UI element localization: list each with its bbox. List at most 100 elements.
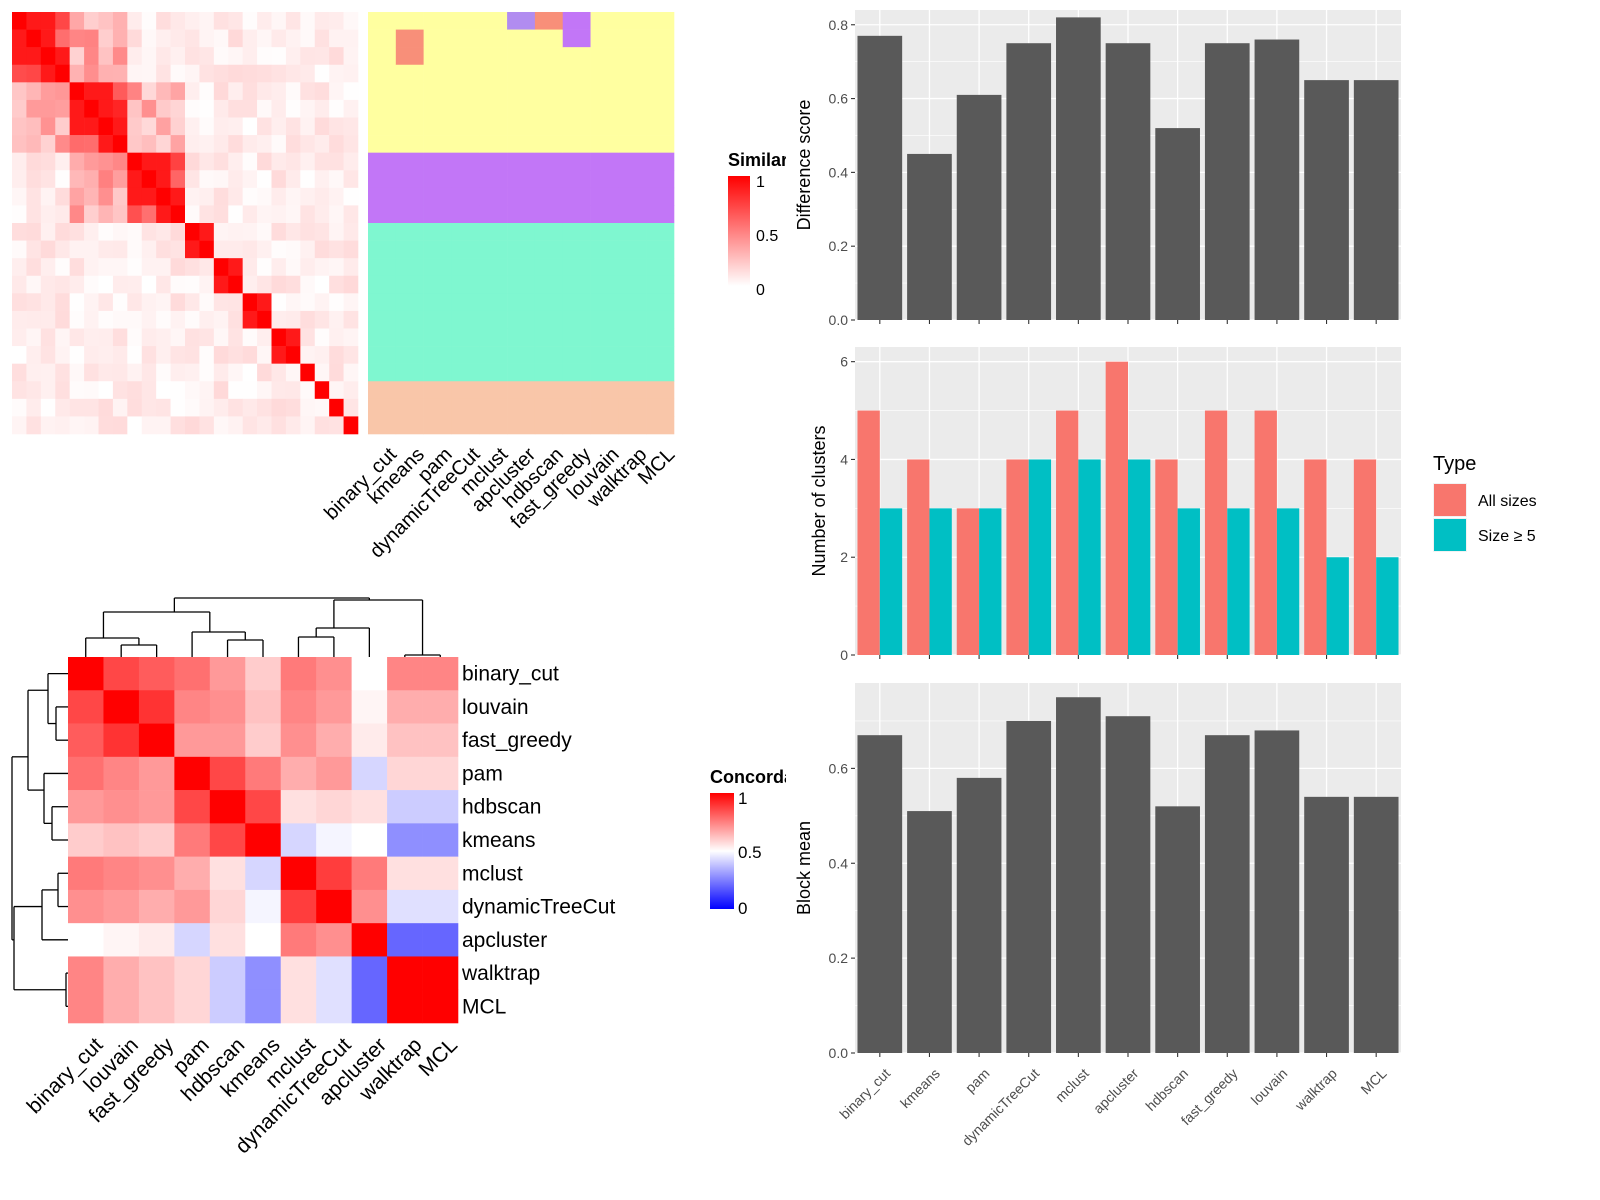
cluster-cell — [395, 205, 424, 224]
cluster-cell — [368, 328, 397, 347]
similarity-cell — [213, 187, 229, 206]
similarity-cell — [127, 12, 143, 30]
similarity-cell — [228, 205, 243, 224]
similarity-cell — [199, 170, 215, 189]
concordance-cell — [316, 923, 352, 957]
similarity-cell — [213, 152, 229, 171]
similarity-cell — [127, 240, 143, 259]
similarity-cell — [185, 381, 200, 400]
cluster-cell — [423, 170, 452, 189]
similarity-cell — [141, 363, 157, 382]
concordance-cell — [387, 923, 423, 957]
cluster-cell — [534, 310, 564, 329]
cluster-cell — [562, 363, 591, 382]
concordance-cell — [138, 723, 175, 758]
similarity-cell — [170, 12, 186, 30]
cluster-cell — [507, 363, 536, 382]
similarity-cell — [199, 416, 215, 435]
cluster-cell — [423, 99, 452, 118]
cluster-cell — [590, 99, 619, 118]
similarity-cell — [127, 205, 143, 224]
cluster-cell — [479, 363, 508, 382]
concordance-cell — [138, 690, 175, 724]
similarity-cell — [300, 293, 316, 312]
similarity-cell — [112, 205, 128, 224]
similarity-cell — [69, 205, 85, 224]
cluster-cell — [451, 152, 480, 171]
concordance-legend-bar — [710, 793, 734, 909]
cluster-cell — [646, 117, 675, 136]
cluster-cell — [590, 363, 619, 382]
bar-size — [879, 508, 903, 655]
similarity-cell — [343, 82, 359, 101]
similarity-cell — [271, 363, 287, 382]
similarity-cell — [84, 135, 99, 153]
cluster-cell — [395, 135, 424, 153]
similarity-cell — [98, 187, 114, 206]
cluster-cell — [451, 310, 480, 329]
concordance-cell — [174, 856, 211, 891]
concordance-cell — [174, 690, 211, 724]
concordance-cell — [103, 956, 140, 991]
cluster-cell — [479, 64, 508, 83]
similarity-cell — [40, 99, 56, 118]
cluster-cell — [618, 64, 647, 83]
similarity-cell — [55, 240, 70, 259]
similarity-cell — [185, 363, 200, 382]
cluster-cell — [562, 152, 591, 171]
similarity-cell — [156, 47, 171, 66]
similarity-cell — [69, 328, 85, 347]
similarity-cell — [112, 29, 128, 48]
similarity-cell — [69, 346, 85, 364]
similarity-cell — [199, 205, 215, 224]
similarity-cell — [170, 135, 186, 153]
similarity-cell — [98, 381, 114, 400]
similarity-cell — [170, 310, 186, 329]
cluster-cell — [507, 346, 536, 364]
similarity-cell — [127, 117, 143, 136]
cluster-cell — [395, 381, 424, 400]
cluster-cell — [479, 240, 508, 259]
cluster-cell — [618, 416, 647, 435]
cluster-cell — [479, 135, 508, 153]
similarity-cell — [69, 152, 85, 171]
cluster-cell — [562, 275, 591, 294]
similarity-cell — [98, 240, 114, 259]
similarity-cell — [12, 117, 27, 136]
similarity-cell — [242, 275, 258, 294]
similarity-cell — [40, 29, 56, 48]
concordance-cell — [316, 856, 352, 891]
cluster-cell — [507, 187, 536, 206]
similarity-cell — [213, 47, 229, 66]
bar-size — [1376, 557, 1399, 655]
cluster-cell — [451, 47, 480, 66]
similarity-cell — [228, 240, 243, 259]
concordance-cell — [387, 856, 423, 891]
concordance-cell — [103, 790, 140, 824]
concordance-cell — [209, 756, 246, 791]
similarity-cell — [112, 99, 128, 118]
cluster-cell — [646, 223, 675, 241]
cluster-cell — [562, 240, 591, 259]
similarity-cell — [300, 99, 316, 118]
similarity-cell — [242, 328, 258, 347]
similarity-cell — [26, 99, 42, 118]
similarity-cell — [185, 328, 200, 347]
similarity-cell — [314, 223, 330, 241]
concordance-cell — [138, 889, 175, 924]
similarity-cell — [156, 346, 171, 364]
similarity-cell — [271, 310, 287, 329]
cluster-cell — [618, 205, 647, 224]
cluster-cell — [562, 117, 591, 136]
similarity-cell — [185, 170, 200, 189]
concordance-cell — [280, 657, 317, 691]
similarity-cell — [156, 328, 171, 347]
concordance-cell — [387, 989, 423, 1024]
bar-allsizes — [1056, 410, 1079, 655]
concordance-cell — [280, 723, 317, 758]
similarity-cell — [40, 152, 56, 171]
cluster-cell — [368, 293, 397, 312]
similarity-cell — [141, 223, 157, 241]
similarity-cell — [112, 117, 128, 136]
similarity-cell — [55, 381, 70, 400]
